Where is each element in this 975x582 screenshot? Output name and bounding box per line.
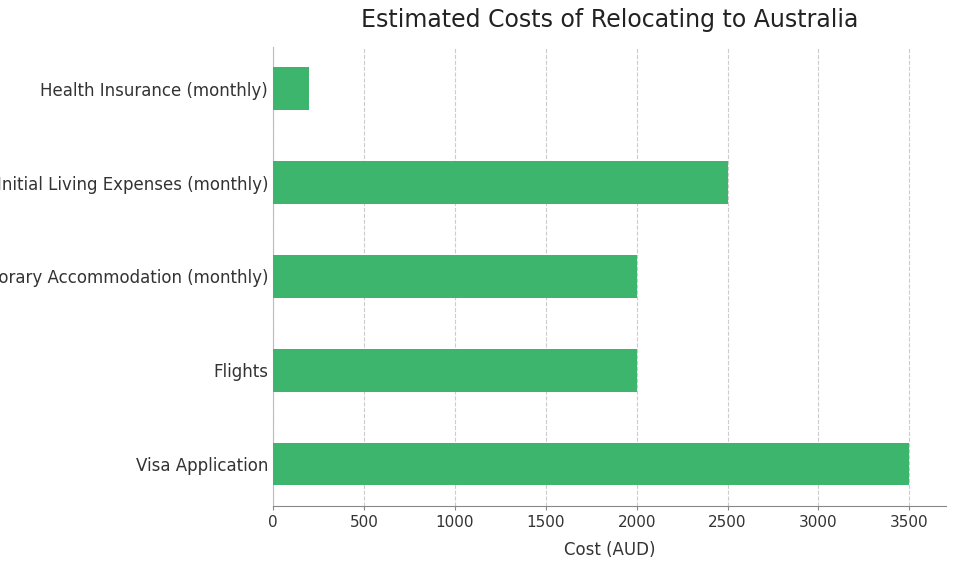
Title: Estimated Costs of Relocating to Australia: Estimated Costs of Relocating to Austral… <box>361 8 858 32</box>
Bar <box>273 68 309 110</box>
Bar <box>273 161 727 204</box>
X-axis label: Cost (AUD): Cost (AUD) <box>564 541 655 559</box>
Bar <box>273 443 910 485</box>
Bar <box>273 255 637 297</box>
Bar <box>273 349 637 392</box>
